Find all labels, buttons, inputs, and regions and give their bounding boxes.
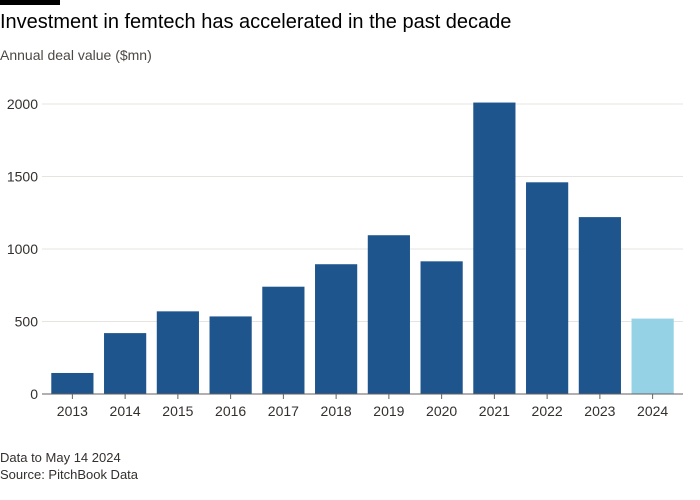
bar-2014	[104, 333, 147, 394]
bars	[51, 102, 674, 395]
bar-2018	[315, 264, 358, 394]
chart-title: Investment in femtech has accelerated in…	[0, 11, 512, 33]
x-tick-label: 2021	[479, 403, 510, 419]
bar-2016	[209, 316, 252, 394]
chart-subtitle: Annual deal value ($mn)	[0, 47, 152, 63]
y-tick-label: 0	[30, 386, 38, 402]
axes: 2013 2014 2015 2016 2017 2018 2019 2020 2021 2022…	[42, 393, 683, 419]
x-tick-label: 2017	[268, 403, 299, 419]
bar-2022	[526, 182, 569, 394]
x-tick-label: 2018	[321, 403, 352, 419]
x-tick-label: 2019	[373, 403, 404, 419]
x-tick-label: 2024	[637, 403, 668, 419]
y-tick-label: 1000	[7, 241, 38, 257]
bar-2017	[262, 286, 305, 394]
y-tick-label: 1500	[7, 169, 38, 185]
bar-2024	[631, 318, 674, 394]
x-tick-label: 2015	[162, 403, 193, 419]
source-note: Source: PitchBook Data	[0, 467, 139, 482]
x-tick-label: 2013	[57, 403, 88, 419]
x-tick-label: 2020	[426, 403, 457, 419]
y-tick-label: 500	[15, 314, 39, 330]
bar-2015	[156, 311, 199, 394]
header-rule	[0, 0, 60, 5]
bar-2020	[420, 261, 463, 394]
x-tick-label: 2016	[215, 403, 246, 419]
gridlines: 0 500 1000 1500 2000	[7, 96, 683, 402]
bar-2021	[473, 102, 516, 395]
bar-2013	[51, 372, 94, 394]
bar-2023	[578, 217, 621, 394]
x-tick-label: 2023	[584, 403, 615, 419]
y-tick-label: 2000	[7, 96, 38, 112]
x-tick-label: 2014	[110, 403, 141, 419]
data-note: Data to May 14 2024	[0, 450, 121, 465]
bar-2019	[367, 235, 410, 394]
x-tick-label: 2022	[532, 403, 563, 419]
